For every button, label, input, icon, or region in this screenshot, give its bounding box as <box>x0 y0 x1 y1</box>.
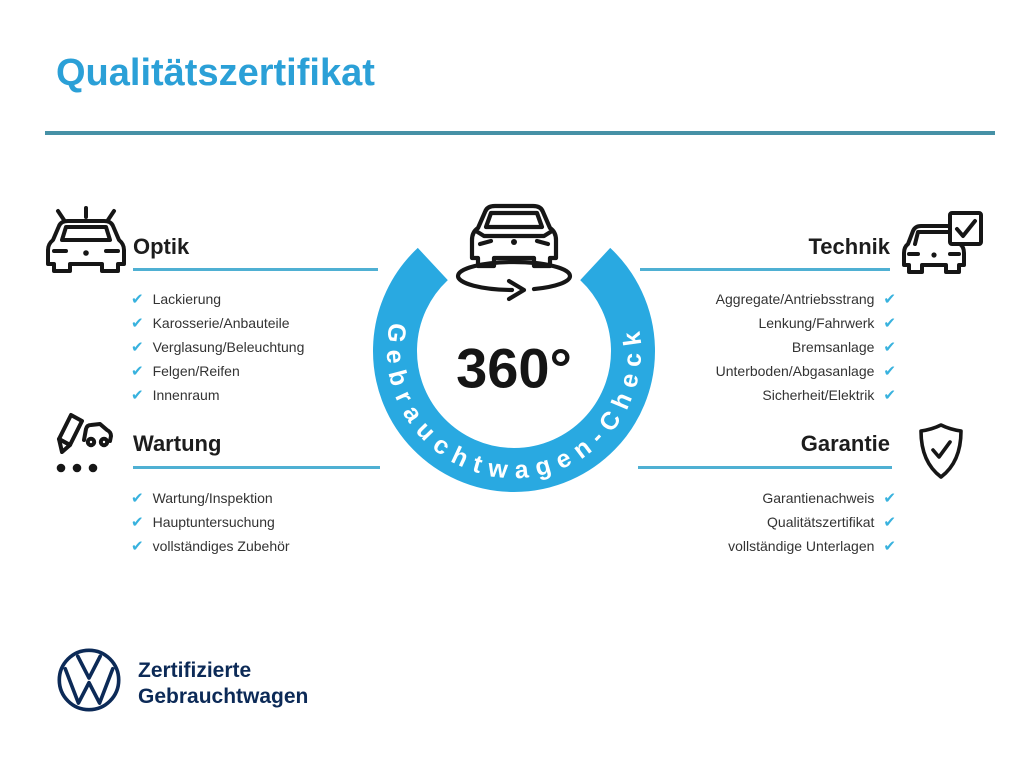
checklist-item: Aggregate/Antriebsstrang ✔ <box>716 287 896 311</box>
check-icon: ✔ <box>131 314 144 332</box>
checklist-item: Lenkung/Fahrwerk ✔ <box>716 311 896 335</box>
check-icon: ✔ <box>131 513 144 531</box>
check-icon: ✔ <box>131 290 144 308</box>
checklist-item: ✔ Wartung/Inspektion <box>131 486 290 510</box>
check-icon: ✔ <box>131 386 144 404</box>
checklist-item-label: Karosserie/Anbauteile <box>152 315 290 331</box>
checklist-technik: Aggregate/Antriebsstrang ✔ Lenkung/Fahrwer… <box>716 287 896 407</box>
checklist-item: ✔ vollständiges Zubehör <box>131 534 290 558</box>
check-icon: ✔ <box>883 314 896 332</box>
checklist-item: ✔ Karosserie/Anbauteile <box>131 311 304 335</box>
checklist-optik: ✔ Lackierung ✔ Karosserie/Anbauteile ✔ Vergla… <box>131 287 304 407</box>
checklist-item-label: Garantienachweis <box>762 490 875 506</box>
checklist-item-label: Qualitätszertifikat <box>767 514 875 530</box>
service-checklist-icon <box>56 413 113 473</box>
page-title: Qualitätszertifikat <box>56 52 375 94</box>
badge-ring <box>373 247 655 492</box>
section-divider <box>640 268 890 271</box>
section-heading-optik: Optik <box>133 234 190 259</box>
vw-logo <box>57 648 121 712</box>
check-icon: ✔ <box>131 338 144 356</box>
checklist-item: ✔ Hauptuntersuchung <box>131 510 290 534</box>
check-icon: ✔ <box>131 537 144 555</box>
check-icon: ✔ <box>883 386 896 404</box>
badge-degrees-label: 360° <box>456 337 572 400</box>
checklist-item: Garantienachweis ✔ <box>728 486 896 510</box>
checklist-item: ✔ Verglasung/Beleuchtung <box>131 335 304 359</box>
footer-brand-line1: Zertifizierte <box>138 659 252 682</box>
checklist-item: Qualitätszertifikat ✔ <box>728 510 896 534</box>
checklist-item-label: Aggregate/Antriebsstrang <box>715 291 875 307</box>
checklist-item: Sicherheit/Elektrik ✔ <box>716 383 896 407</box>
section-heading-wartung: Wartung <box>133 431 222 456</box>
check-icon: ✔ <box>131 362 144 380</box>
section-heading-garantie: Garantie <box>800 431 890 456</box>
checklist-item: Bremsanlage ✔ <box>716 335 896 359</box>
check-icon: ✔ <box>883 362 896 380</box>
header-divider <box>45 131 995 135</box>
checklist-garantie: Garantienachweis ✔ Qualitätszertifikat ✔ vol… <box>728 486 896 558</box>
section-heading-technik: Technik <box>808 234 890 259</box>
checklist-item-label: Bremsanlage <box>791 339 875 355</box>
check-icon: ✔ <box>883 513 896 531</box>
check-icon: ✔ <box>883 290 896 308</box>
car-shine-icon <box>46 206 126 273</box>
checklist-item-label: Sicherheit/Elektrik <box>762 387 875 403</box>
checklist-item-label: Verglasung/Beleuchtung <box>152 339 305 355</box>
check-icon: ✔ <box>883 338 896 356</box>
checklist-item: Unterboden/Abgasanlage ✔ <box>716 359 896 383</box>
check-icon: ✔ <box>883 489 896 507</box>
footer-brand-text: Zertifizierte Gebrauchtwagen <box>138 658 308 710</box>
checklist-item-label: Unterboden/Abgasanlage <box>715 363 875 379</box>
car-rotation-icon <box>455 203 573 302</box>
checklist-item-label: vollständiges Zubehör <box>152 538 290 554</box>
checklist-item-label: Hauptuntersuchung <box>152 514 275 530</box>
checklist-item-label: Lenkung/Fahrwerk <box>758 315 875 331</box>
checklist-item-label: vollständige Unterlagen <box>728 538 875 554</box>
checklist-item-label: Lackierung <box>152 291 222 307</box>
section-divider <box>133 268 378 271</box>
check-icon: ✔ <box>131 489 144 507</box>
car-checkbox-icon <box>902 211 983 274</box>
checklist-item-label: Innenraum <box>152 387 220 403</box>
footer-brand-line2: Gebrauchtwagen <box>138 685 309 708</box>
checklist-item-label: Wartung/Inspektion <box>152 490 273 506</box>
checklist-item-label: Felgen/Reifen <box>152 363 240 379</box>
section-divider <box>133 466 380 469</box>
checklist-item: ✔ Innenraum <box>131 383 304 407</box>
checklist-item: vollständige Unterlagen ✔ <box>728 534 896 558</box>
checklist-item: ✔ Lackierung <box>131 287 304 311</box>
checklist-item: ✔ Felgen/Reifen <box>131 359 304 383</box>
check-icon: ✔ <box>883 537 896 555</box>
shield-check-icon <box>919 423 963 479</box>
360-check-badge: Gebrauchtwagen-Check 360° <box>373 203 655 492</box>
section-divider <box>638 466 892 469</box>
checklist-wartung: ✔ Wartung/Inspektion ✔ Hauptuntersuchung ✔ vo… <box>131 486 290 558</box>
